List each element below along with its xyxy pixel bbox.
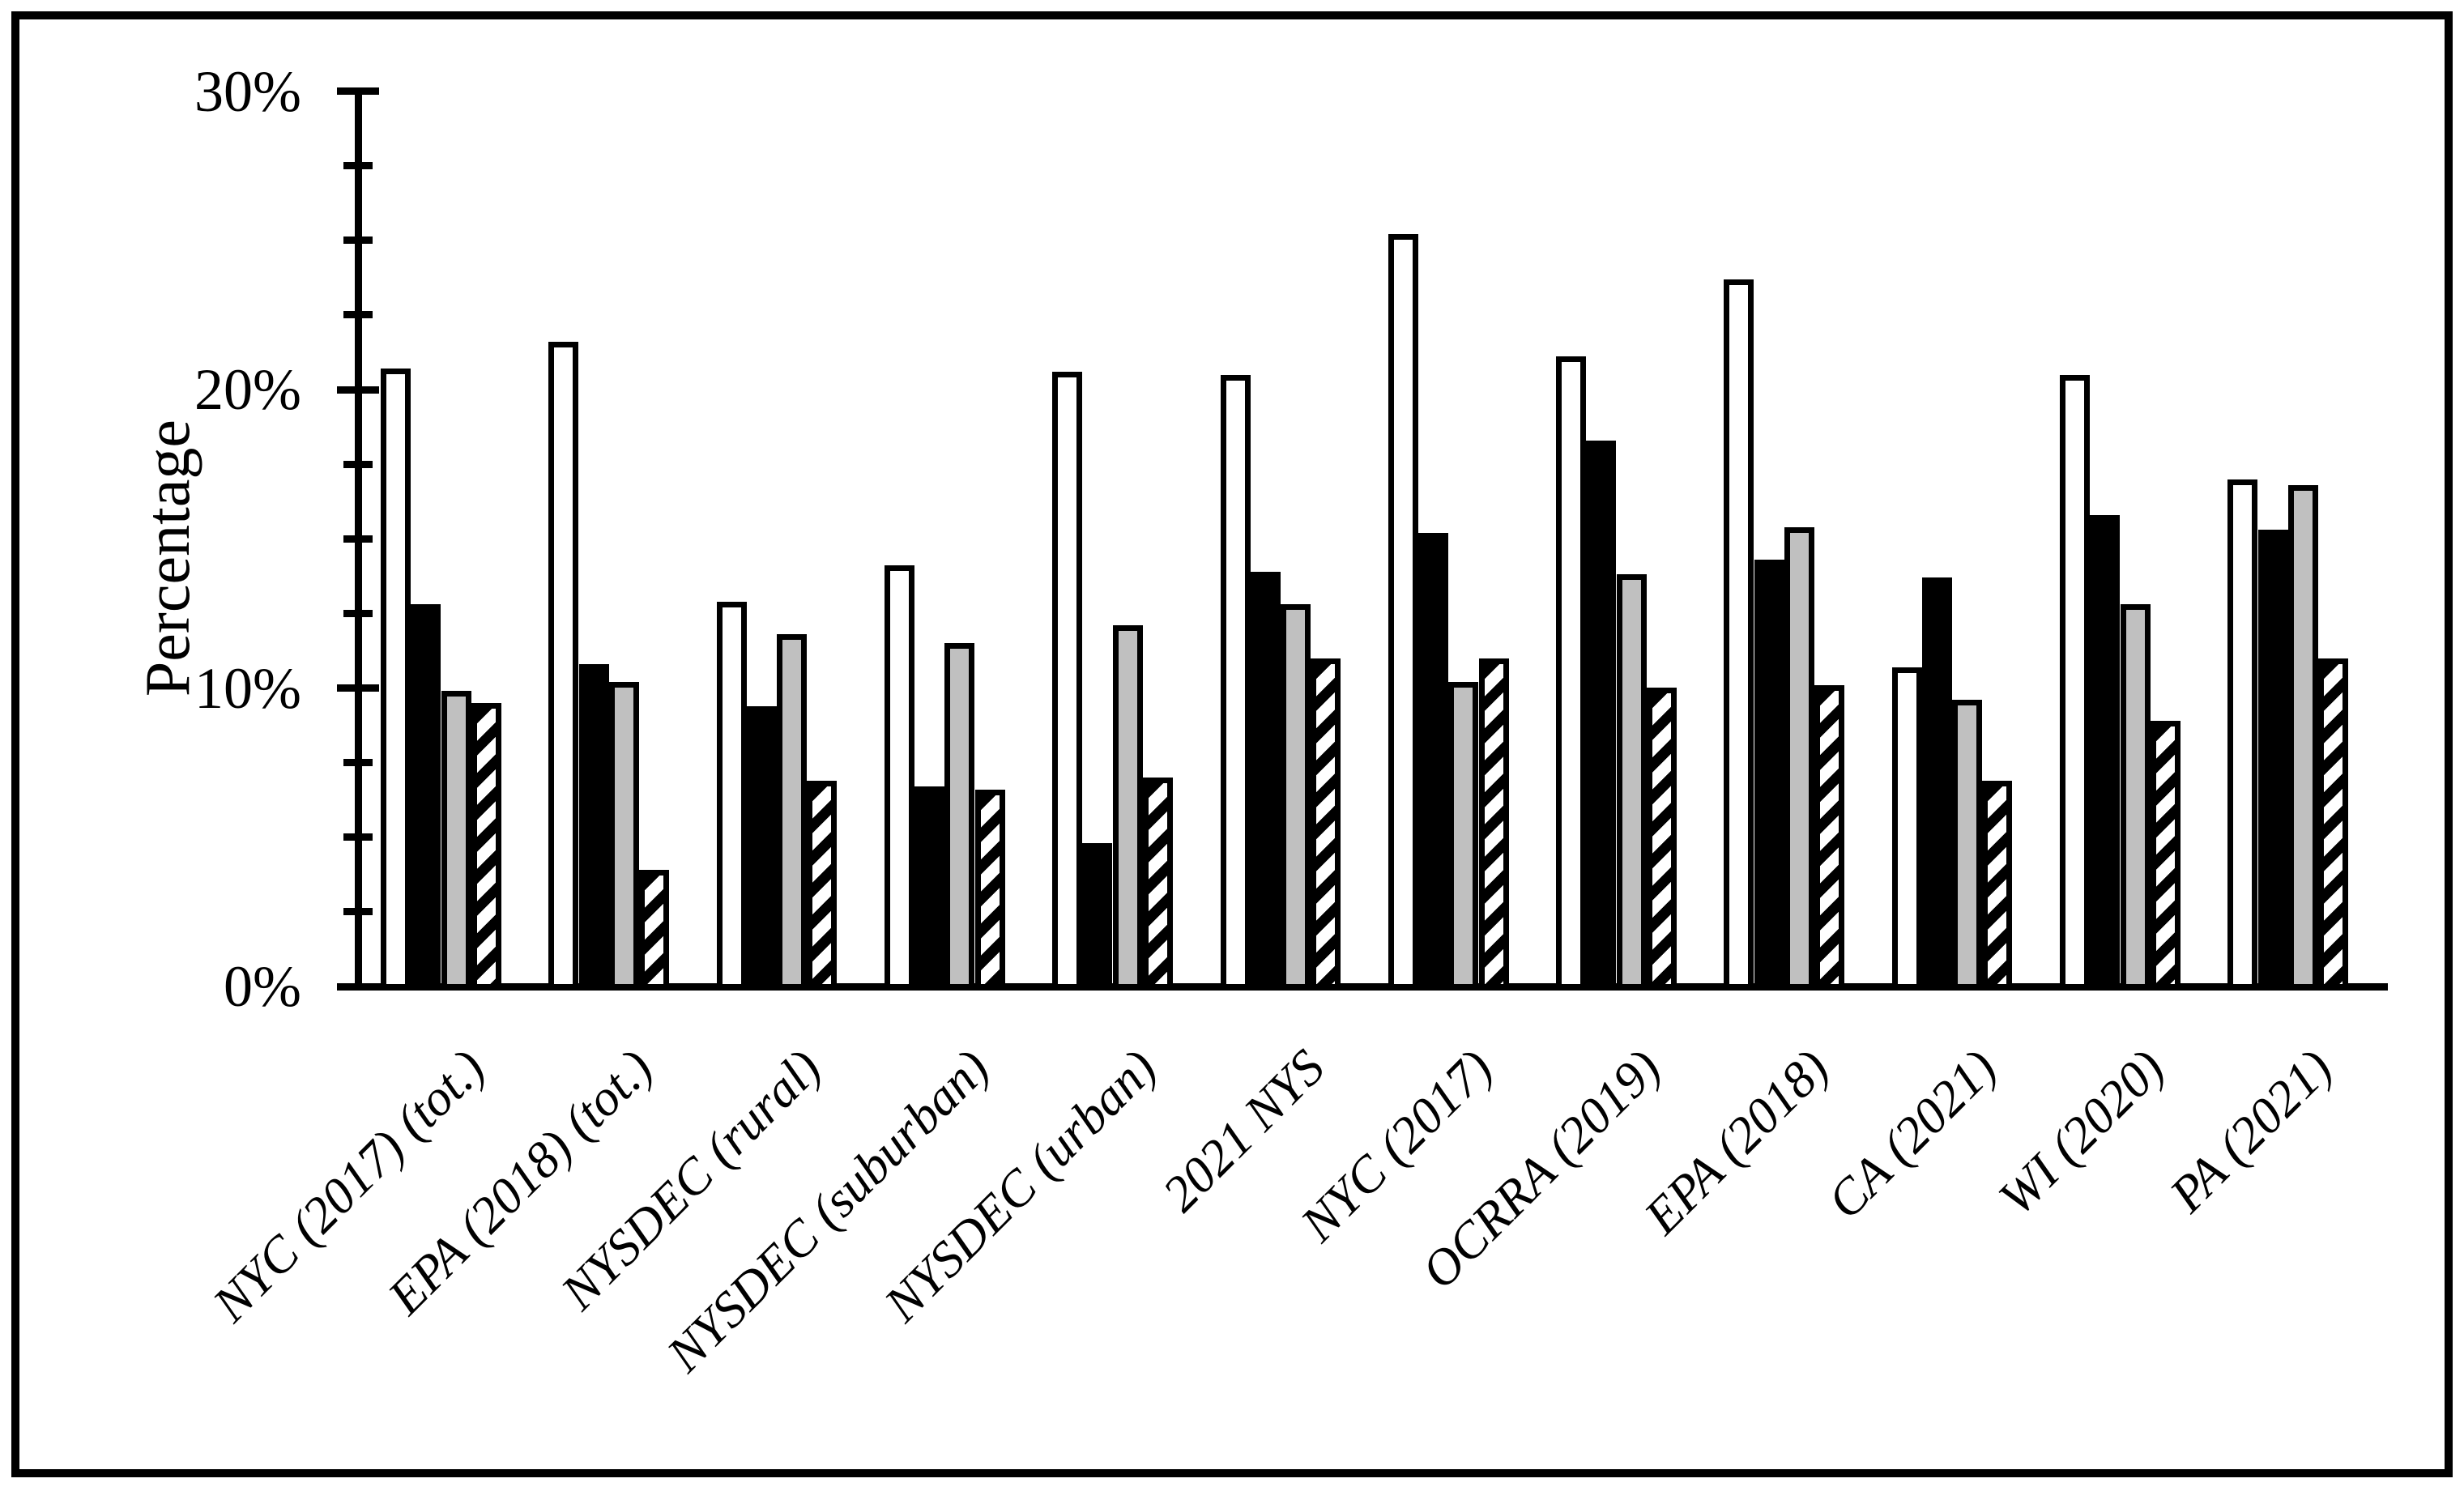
bar-black <box>2258 530 2288 990</box>
bar-gray <box>1448 682 1478 990</box>
y-tick-label: 10% <box>194 655 301 721</box>
y-major-tick <box>337 87 379 95</box>
y-minor-tick <box>343 535 373 543</box>
y-tick-label: 20% <box>194 357 301 422</box>
bar-gray <box>441 691 471 990</box>
bar-white <box>717 602 747 990</box>
y-major-tick <box>337 684 379 692</box>
bar-white <box>548 342 578 990</box>
y-minor-tick <box>343 460 373 468</box>
bar-black <box>1418 533 1448 990</box>
bar-white <box>1052 372 1082 990</box>
bar-gray <box>777 634 807 990</box>
bar-white <box>885 565 914 990</box>
bar-white <box>1892 667 1922 990</box>
bar-black <box>914 786 944 990</box>
bar-hatched-diagonal <box>2151 721 2181 990</box>
bar-black <box>2090 515 2120 990</box>
bar-white <box>2227 479 2257 990</box>
bar-white <box>1724 279 1754 990</box>
bar-white <box>1388 234 1418 990</box>
bar-gray <box>944 643 974 990</box>
bar-gray <box>1281 604 1311 990</box>
bar-hatched-diagonal <box>1311 658 1341 990</box>
bar-white <box>2060 375 2090 990</box>
y-tick-label: 30% <box>194 58 301 124</box>
bar-black <box>1251 572 1281 990</box>
bar-white <box>1556 356 1586 990</box>
bar-gray <box>1113 625 1143 990</box>
bar-black <box>579 664 609 990</box>
bar-black <box>1922 577 1952 990</box>
y-axis-title: Percentage <box>132 419 202 697</box>
y-minor-tick <box>343 162 373 170</box>
bar-black <box>1586 441 1616 990</box>
bar-gray <box>609 682 639 990</box>
bar-black <box>1754 560 1784 990</box>
y-minor-tick <box>343 759 373 767</box>
y-major-tick <box>337 386 379 394</box>
bar-hatched-diagonal <box>975 790 1005 990</box>
y-minor-tick <box>343 236 373 245</box>
bar-hatched-diagonal <box>2318 658 2348 990</box>
bar-gray <box>1617 574 1647 990</box>
bar-hatched-diagonal <box>639 870 669 990</box>
y-minor-tick <box>343 311 373 319</box>
x-axis-line <box>355 983 2388 991</box>
bar-black <box>411 604 441 990</box>
bar-white <box>1221 375 1251 990</box>
bar-hatched-diagonal <box>471 703 501 990</box>
y-minor-tick <box>343 908 373 916</box>
bar-black <box>747 706 777 990</box>
y-tick-label: 0% <box>224 954 301 1019</box>
bar-hatched-diagonal <box>1479 658 1509 990</box>
bar-gray <box>2121 604 2151 990</box>
bar-hatched-diagonal <box>1814 685 1844 990</box>
y-minor-tick <box>343 609 373 617</box>
bar-gray <box>2288 485 2318 990</box>
bar-gray <box>1952 700 1982 990</box>
bar-black <box>1082 843 1112 990</box>
bar-gray <box>1784 527 1814 990</box>
y-minor-tick <box>343 833 373 841</box>
bar-hatched-diagonal <box>1647 688 1677 990</box>
bar-hatched-diagonal <box>1982 781 2012 990</box>
y-major-tick <box>337 982 379 991</box>
bar-white <box>381 369 411 990</box>
bar-hatched-diagonal <box>807 781 837 990</box>
bar-hatched-diagonal <box>1143 778 1173 990</box>
